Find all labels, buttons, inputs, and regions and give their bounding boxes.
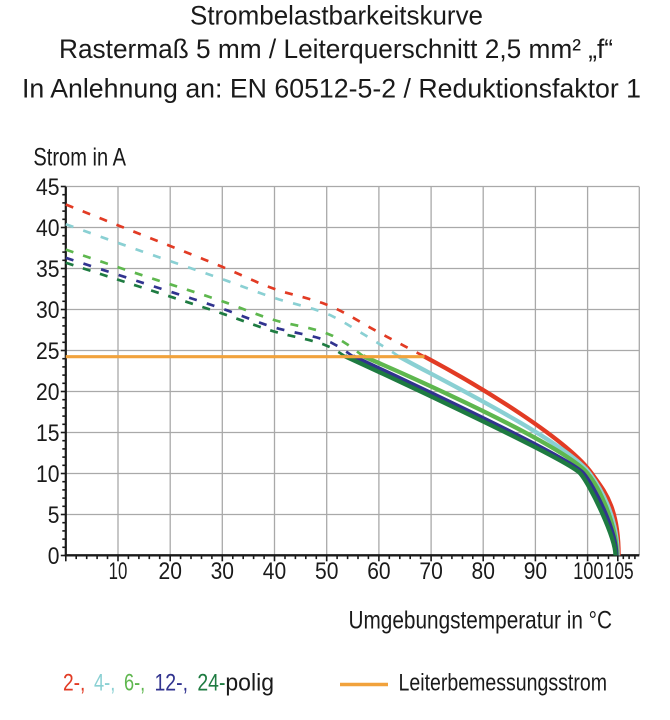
svg-text:2-,: 2-, <box>63 669 85 696</box>
svg-text:24-: 24- <box>197 669 225 696</box>
svg-text:25: 25 <box>36 338 60 365</box>
svg-text:10: 10 <box>109 558 128 585</box>
svg-text:90: 90 <box>524 558 547 585</box>
svg-text:In Anlehnung an: EN 60512-5-2: In Anlehnung an: EN 60512-5-2 / Reduktio… <box>22 74 641 104</box>
svg-text:polig: polig <box>225 669 274 696</box>
svg-text:40: 40 <box>36 215 60 242</box>
svg-text:20: 20 <box>159 558 182 585</box>
svg-text:100: 100 <box>573 558 603 585</box>
svg-text:15: 15 <box>36 420 60 447</box>
svg-text:0: 0 <box>48 543 60 570</box>
svg-text:80: 80 <box>472 558 495 585</box>
svg-text:5: 5 <box>48 502 60 529</box>
svg-text:12-,: 12-, <box>155 669 189 696</box>
svg-text:70: 70 <box>419 558 442 585</box>
svg-text:30: 30 <box>211 558 234 585</box>
svg-text:35: 35 <box>36 256 60 283</box>
svg-text:50: 50 <box>315 558 338 585</box>
svg-text:Strom in A: Strom in A <box>33 144 126 172</box>
svg-text:Rastermaß 5 mm / Leiterquersch: Rastermaß 5 mm / Leiterquerschnitt 2,5 m… <box>59 34 613 64</box>
svg-text:Umgebungstemperatur in °C: Umgebungstemperatur in °C <box>349 607 613 635</box>
svg-text:10: 10 <box>36 461 60 488</box>
svg-text:Leiterbemessungsstrom: Leiterbemessungsstrom <box>399 670 608 697</box>
svg-text:40: 40 <box>263 558 286 585</box>
svg-text:105: 105 <box>605 558 634 585</box>
svg-text:60: 60 <box>367 558 390 585</box>
svg-text:4-,: 4-, <box>94 669 115 696</box>
svg-text:Strombelastbarkeitskurve: Strombelastbarkeitskurve <box>190 1 483 31</box>
svg-text:6-,: 6-, <box>124 669 145 696</box>
svg-text:30: 30 <box>36 297 60 324</box>
svg-text:20: 20 <box>36 379 60 406</box>
svg-text:45: 45 <box>36 174 60 201</box>
